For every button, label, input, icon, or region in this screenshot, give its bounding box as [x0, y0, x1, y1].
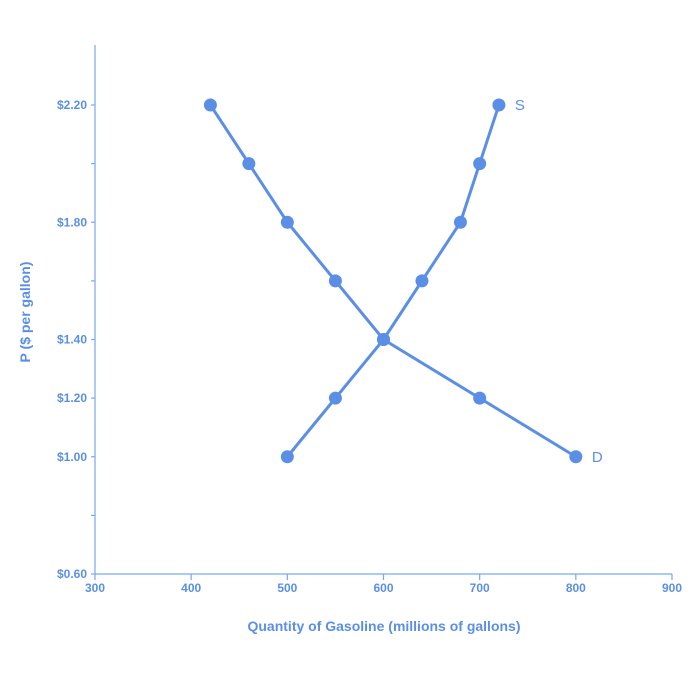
data-point — [473, 157, 487, 171]
x-tick-label: 300 — [85, 581, 105, 595]
data-point — [328, 391, 342, 405]
data-point — [453, 215, 467, 229]
y-tick-label: $1.40 — [57, 333, 87, 347]
y-tick-label: $1.80 — [57, 215, 87, 229]
x-tick-label: 500 — [277, 581, 297, 595]
y-tick-label: $2.20 — [57, 98, 87, 112]
series-label: D — [592, 449, 603, 466]
data-point — [280, 215, 294, 229]
data-point — [492, 98, 506, 112]
x-tick-label: 900 — [662, 581, 682, 595]
series-d: D — [203, 98, 603, 466]
x-ticks: 300 400 500 600 700 800 900 — [85, 574, 682, 595]
series-layer: DS — [203, 97, 603, 466]
data-point — [242, 157, 256, 171]
y-tick-label: $0.60 — [57, 567, 87, 581]
x-tick-label: 800 — [566, 581, 586, 595]
series-line — [285, 103, 501, 459]
y-axis-title: P ($ per gallon) — [17, 262, 33, 363]
y-tick-label: $1.20 — [57, 391, 87, 405]
data-point — [203, 98, 217, 112]
data-point — [569, 450, 583, 464]
x-tick-label: 600 — [373, 581, 393, 595]
y-tick-label: $1.00 — [57, 450, 87, 464]
x-axis-title: Quantity of Gasoline (millions of gallon… — [247, 618, 520, 634]
series-line — [208, 103, 578, 459]
data-point — [280, 450, 294, 464]
data-point — [328, 274, 342, 288]
series-s: S — [280, 97, 525, 464]
x-tick-label: 700 — [470, 581, 490, 595]
y-ticks: $0.60 $1.00 $1.20 $1.40 $1.80 $2.20 — [57, 98, 95, 581]
axes — [94, 45, 672, 575]
x-tick-label: 400 — [181, 581, 201, 595]
data-point — [415, 274, 429, 288]
series-label: S — [515, 97, 525, 114]
data-point — [377, 333, 390, 346]
data-point — [473, 391, 487, 405]
